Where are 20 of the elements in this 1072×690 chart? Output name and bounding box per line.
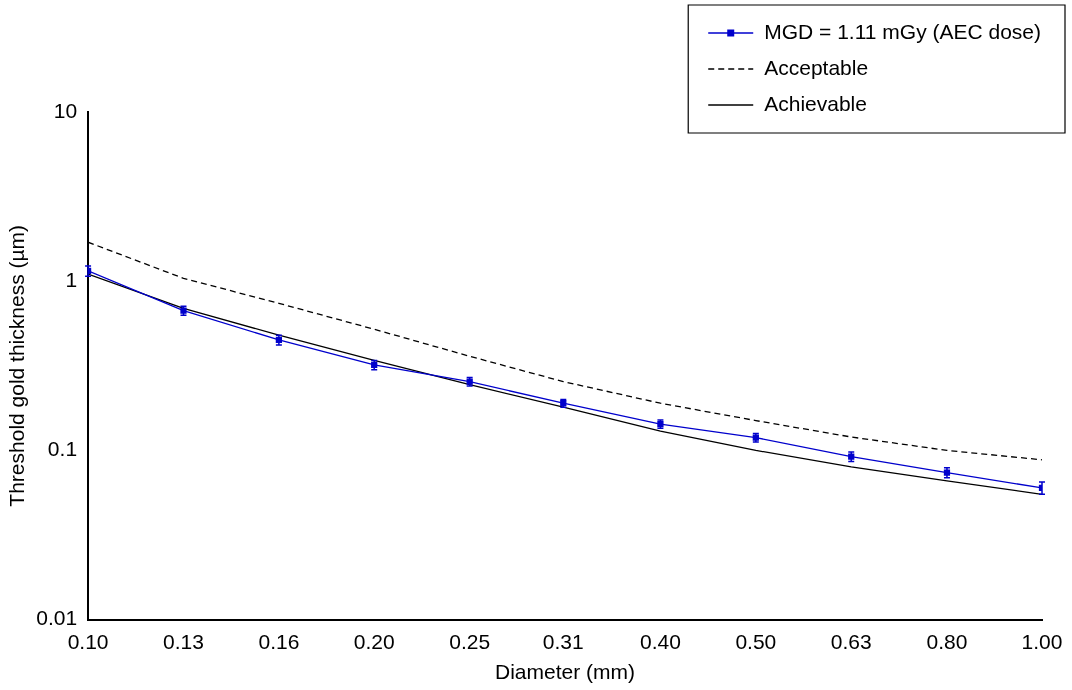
y-tick-label: 0.1 <box>47 437 78 461</box>
x-axis-title: Diameter (mm) <box>495 660 636 684</box>
x-tick-label: 0.16 <box>258 630 300 653</box>
legend-label: Acceptable <box>764 55 869 79</box>
y-tick-label: 10 <box>53 98 78 122</box>
x-tick-label: 0.25 <box>449 630 491 653</box>
x-tick-label: 0.20 <box>353 630 395 653</box>
x-tick-label: 0.40 <box>639 630 681 653</box>
x-tick-label: 0.80 <box>926 630 968 653</box>
x-tick-label: 1.00 <box>1021 630 1063 653</box>
x-tick-label: 0.63 <box>830 630 872 653</box>
legend-label: Achievable <box>764 91 867 115</box>
x-tick-label: 0.10 <box>67 630 109 653</box>
y-axis-title: Threshold gold thickness (µm) <box>5 224 29 507</box>
x-tick-label: 0.13 <box>163 630 204 653</box>
legend-label: MGD = 1.11 mGy (AEC dose) <box>764 19 1042 43</box>
x-tick-label: 0.50 <box>735 630 777 653</box>
y-tick-label: 1 <box>65 268 78 291</box>
y-tick-label: 0.01 <box>36 606 78 630</box>
x-tick-label: 0.31 <box>542 630 584 653</box>
